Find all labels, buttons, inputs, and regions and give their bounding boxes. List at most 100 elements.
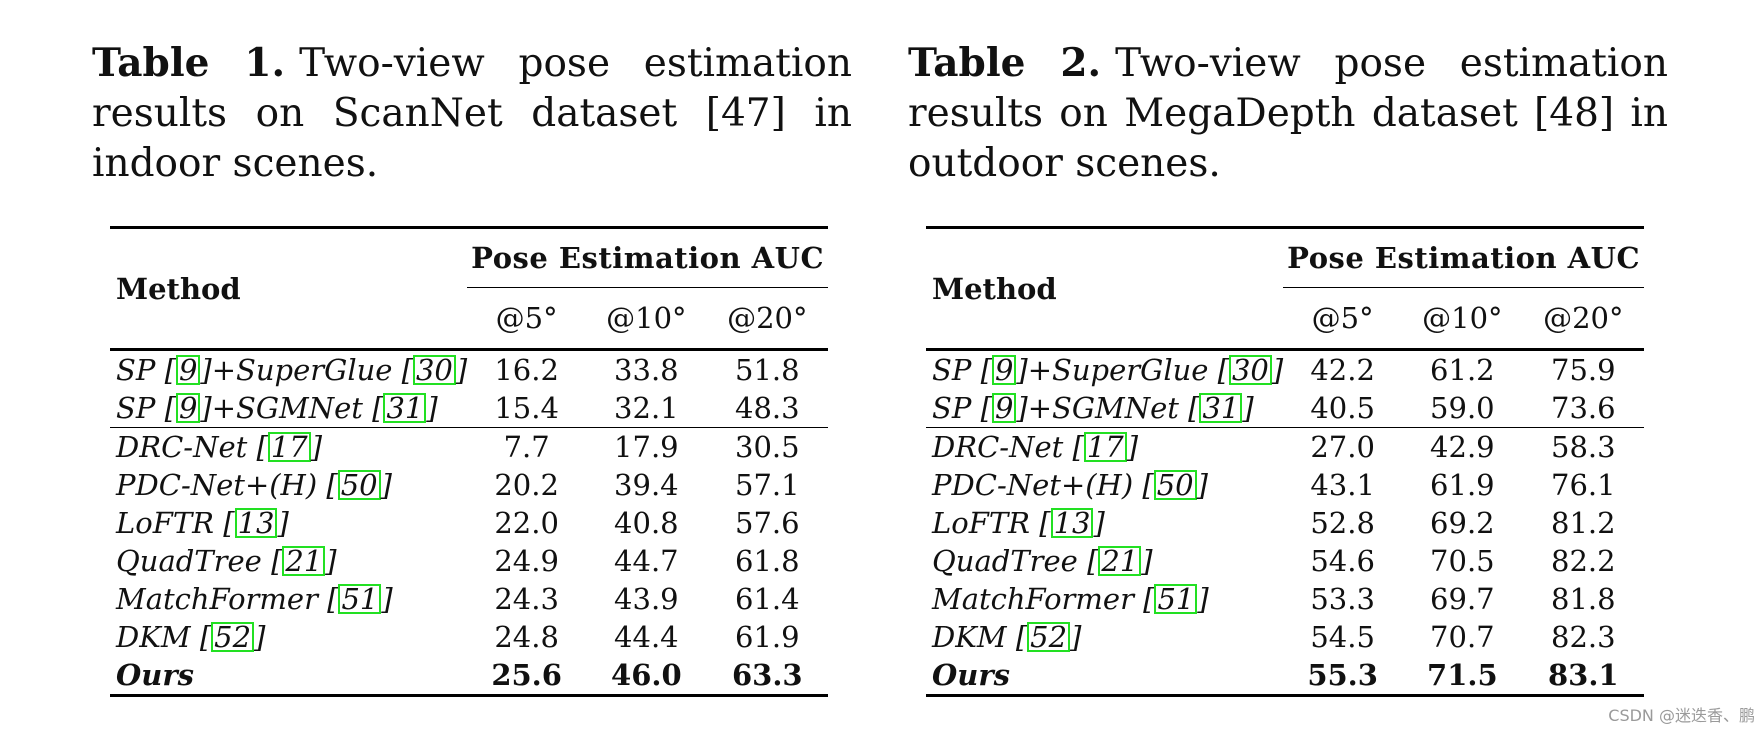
citation-bracket: ] (1196, 468, 1208, 502)
citation-bracket: [ (1072, 430, 1084, 464)
citation-bracket: ] (200, 391, 212, 425)
column-header: @10° (606, 301, 687, 335)
table-row: MatchFormer [51] 53.3 69.7 81.8 (926, 580, 1644, 618)
value-cell: 70.7 (1430, 620, 1495, 654)
method-cell: QuadTree [21] (932, 544, 1153, 578)
method-header: Method (926, 227, 1284, 351)
value-cell: 55.3 (1307, 658, 1378, 692)
citation-link[interactable]: 30 (412, 355, 456, 385)
citation-bracket: [ (980, 353, 992, 387)
citation-link[interactable]: 9 (175, 355, 201, 385)
citation-bracket: [ (326, 468, 338, 502)
value-cell: 57.6 (735, 506, 800, 540)
value-cell: 59.0 (1430, 391, 1495, 425)
table-row: MatchFormer [51] 24.3 43.9 61.4 (110, 580, 828, 618)
value-cell: 40.8 (614, 506, 679, 540)
table-row: PDC-Net+(H) [50] 20.2 39.4 57.1 (110, 466, 828, 504)
value-cell: 43.9 (614, 582, 679, 616)
value-cell: 53.3 (1310, 582, 1375, 616)
value-cell: 58.3 (1551, 430, 1616, 464)
citation-bracket: [ (1217, 353, 1229, 387)
value-cell: 24.8 (494, 620, 559, 654)
method-cell: Ours (932, 658, 1010, 692)
table-row: LoFTR [13] 52.8 69.2 81.2 (926, 504, 1644, 542)
citation-bracket: ] (1197, 582, 1209, 616)
citation-link[interactable]: 31 (383, 393, 427, 423)
citation-link[interactable]: 31 (1199, 393, 1243, 423)
value-cell: 43.1 (1310, 468, 1375, 502)
method-cell: SP [9]+SGMNet [31] (116, 391, 438, 425)
citation-bracket: ] (1242, 391, 1254, 425)
table-1-label: Table 1. (92, 40, 286, 86)
value-cell: 76.1 (1551, 468, 1616, 502)
citation-bracket: [ (1039, 506, 1051, 540)
citation-link[interactable]: 9 (991, 393, 1017, 423)
citation-link[interactable]: 21 (1098, 546, 1142, 576)
value-cell: 81.8 (1551, 582, 1616, 616)
citation-link[interactable]: 17 (267, 432, 311, 462)
method-cell: PDC-Net+(H) [50] (116, 468, 392, 502)
citation-link[interactable]: 51 (338, 584, 382, 614)
value-cell: 63.3 (731, 658, 803, 692)
value-cell: 54.6 (1310, 544, 1375, 578)
column-header: @10° (1422, 301, 1503, 335)
table-row: SP [9]+SuperGlue [30] 42.2 61.2 75.9 (926, 350, 1644, 390)
method-cell: LoFTR [13] (116, 506, 289, 540)
table-2: Method Pose Estimation AUC @5° @10° @20°… (926, 226, 1644, 697)
citation-bracket: ] (1070, 620, 1082, 654)
citation-link[interactable]: 52 (1027, 622, 1071, 652)
citation-link[interactable]: 51 (1154, 584, 1198, 614)
value-cell: 7.7 (503, 430, 550, 464)
citation-link[interactable]: 21 (282, 546, 326, 576)
citation-link[interactable]: 17 (1083, 432, 1127, 462)
table-2-caption: Table 2. Two-view pose estimation results… (908, 38, 1668, 192)
citation-bracket: ] (426, 391, 438, 425)
column-header: @20° (727, 301, 808, 335)
citation-bracket: [ (980, 391, 992, 425)
citation-bracket: [ (199, 620, 212, 654)
citation-bracket: ] (1271, 353, 1284, 387)
method-cell: MatchFormer [51] (932, 582, 1209, 616)
value-cell: 54.5 (1310, 620, 1375, 654)
citation-link[interactable]: 13 (1050, 508, 1094, 538)
table-1-body: SP [9]+SuperGlue [30] 16.2 33.8 51.8 SP [9]+… (110, 350, 828, 696)
value-cell: 69.7 (1430, 582, 1495, 616)
value-cell: 82.2 (1551, 544, 1616, 578)
citation-link[interactable]: 9 (991, 355, 1017, 385)
value-cell: 44.7 (614, 544, 679, 578)
citation-link[interactable]: 30 (1228, 355, 1272, 385)
value-cell: 61.4 (735, 582, 800, 616)
auc-group-header: Pose Estimation AUC (467, 227, 828, 288)
citation-bracket: [ (327, 582, 339, 616)
citation-link[interactable]: 50 (337, 470, 381, 500)
table-row: SP [9]+SuperGlue [30] 16.2 33.8 51.8 (110, 350, 828, 390)
method-cell: LoFTR [13] (932, 506, 1105, 540)
method-cell: PDC-Net+(H) [50] (932, 468, 1208, 502)
citation-bracket: [ (164, 391, 176, 425)
citation-bracket: ] (277, 506, 289, 540)
table-2-caption-text: Two-view pose estimation results on Mega… (908, 41, 1668, 186)
table-1: Method Pose Estimation AUC @5° @10° @20°… (110, 226, 828, 697)
citation-bracket: [ (223, 506, 235, 540)
value-cell: 40.5 (1310, 391, 1375, 425)
table-1-panel: Table 1. Two-view pose estimation results… (92, 38, 852, 696)
citation-bracket: ] (1016, 353, 1028, 387)
citation-bracket: [ (372, 391, 384, 425)
method-cell: Ours (116, 658, 194, 692)
table-row: Ours 25.6 46.0 63.3 (110, 656, 828, 696)
value-cell: 17.9 (614, 430, 679, 464)
citation-bracket: ] (381, 582, 393, 616)
citation-bracket: [ (1143, 582, 1155, 616)
value-cell: 44.4 (614, 620, 679, 654)
citation-link[interactable]: 52 (211, 622, 255, 652)
citation-link[interactable]: 13 (234, 508, 278, 538)
table-row: DKM [52] 24.8 44.4 61.9 (110, 618, 828, 656)
citation-bracket: [ (256, 430, 268, 464)
value-cell: 42.9 (1430, 430, 1495, 464)
value-cell: 75.9 (1551, 353, 1616, 387)
citation-link[interactable]: 9 (175, 393, 201, 423)
table-2-label: Table 2. (908, 40, 1102, 86)
method-header: Method (110, 227, 468, 351)
citation-link[interactable]: 50 (1153, 470, 1197, 500)
citation-bracket: ] (455, 353, 468, 387)
